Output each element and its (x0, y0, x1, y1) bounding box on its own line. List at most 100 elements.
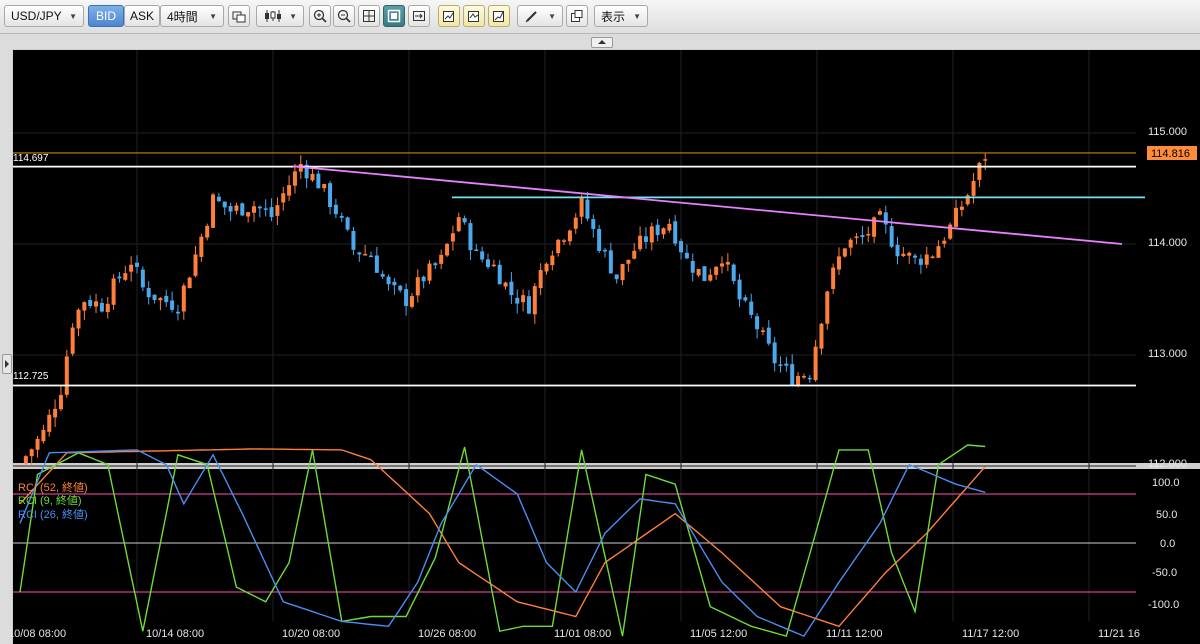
candle-body (23, 456, 28, 464)
candle-body (684, 252, 689, 259)
candle-body (292, 171, 297, 186)
zoom-in-button[interactable] (309, 5, 331, 27)
rci-legend: RCI (52, 終値) RCI (9, 終値) RCI (26, 終値) (18, 480, 88, 521)
side-panel-toggle[interactable] (2, 354, 12, 374)
candle-body (357, 252, 362, 255)
scroll-right-icon (413, 11, 425, 21)
price-tick: 113.000 (1148, 348, 1187, 360)
panel-toggle-button[interactable] (383, 5, 405, 27)
rci-legend-52: RCI (52, 終値) (18, 480, 88, 494)
candle-body (181, 285, 186, 312)
candle-body (152, 294, 157, 300)
drawing-tools-select[interactable]: ▼ (517, 5, 563, 27)
add-indicator-button[interactable] (438, 5, 460, 27)
candle-body (801, 375, 806, 378)
rci-tick: 0.0 (1160, 538, 1175, 550)
candle-body (737, 279, 742, 300)
candle-body (345, 217, 350, 230)
candle-body (772, 342, 777, 364)
candle-body (977, 162, 982, 180)
candle-body (696, 269, 701, 276)
candle-body (720, 263, 724, 267)
symbol-select[interactable]: USD/JPY ▼ (4, 5, 84, 27)
candle-body (959, 206, 964, 210)
candle-body (205, 225, 210, 238)
candle-body (702, 266, 707, 281)
candle-body (883, 212, 888, 225)
candle-body (164, 295, 169, 303)
candle-body (111, 278, 116, 305)
candle-body (661, 228, 666, 235)
candle-body (872, 217, 877, 237)
candle-body (562, 240, 567, 242)
rci-line (19, 449, 986, 637)
candle-body (88, 300, 93, 306)
time-label: 11/05 12:00 (690, 628, 747, 640)
candle-body (380, 274, 385, 277)
candle-body (240, 203, 245, 216)
candle-body (304, 164, 309, 179)
candle-body (573, 217, 578, 229)
candle-body (597, 229, 602, 251)
candle-body (363, 254, 368, 256)
indicator-settings-button[interactable] (463, 5, 485, 27)
candle-body (462, 218, 467, 223)
time-label: 10/20 08:00 (282, 628, 340, 640)
candle-body (626, 259, 631, 264)
bid-button[interactable]: BID (88, 5, 124, 27)
candle-body (918, 258, 923, 265)
time-label: 10/26 08:00 (418, 628, 476, 640)
oscillator-button[interactable] (488, 5, 510, 27)
candle-body (942, 240, 947, 244)
ask-button[interactable]: ASK (124, 5, 160, 27)
candle-body (544, 263, 549, 272)
candle-body (310, 173, 315, 181)
candle-body (538, 270, 543, 289)
candle-body (129, 264, 134, 272)
candle-body (825, 291, 830, 324)
candle-body (427, 263, 432, 281)
candle-body (82, 302, 87, 311)
candle-body (252, 206, 256, 213)
candle-body (585, 199, 590, 219)
candle-body (766, 327, 771, 344)
candle-body (503, 282, 508, 287)
candle-body (877, 211, 882, 215)
candle-body (614, 274, 619, 280)
candle-body (339, 215, 344, 218)
candle-body (257, 206, 262, 209)
candle-body (749, 301, 754, 315)
view-menu[interactable]: 表示 ▼ (594, 5, 648, 27)
candle-body (263, 208, 268, 210)
candle-body (491, 264, 496, 267)
candle-body (234, 205, 239, 211)
time-label: 11/21 16 (1098, 628, 1140, 640)
collapse-toolbar-button[interactable] (591, 37, 613, 48)
price-tick: 115.000 (1148, 126, 1187, 138)
compare-button[interactable] (228, 5, 250, 27)
candle-body (64, 356, 69, 395)
chart-type-select[interactable]: ▼ (256, 5, 304, 27)
trendline[interactable] (292, 165, 1123, 245)
price-axis (1136, 50, 1200, 463)
view-menu-label: 表示 (601, 9, 626, 24)
price-axis-labels: 115.000 114.000 113.000 112.000 (1148, 126, 1187, 470)
panel-icon (387, 9, 401, 23)
candle-body (848, 239, 853, 248)
scroll-end-button[interactable] (408, 5, 430, 27)
trend-chart-icon (493, 11, 504, 22)
fit-button[interactable] (358, 5, 380, 27)
candle-body (117, 276, 122, 279)
zoom-out-button[interactable] (333, 5, 355, 27)
current-price-badge (1147, 146, 1197, 160)
candle-body (936, 246, 941, 258)
candle-body (53, 408, 58, 418)
chevron-down-icon: ▼ (548, 11, 556, 21)
new-window-button[interactable] (566, 5, 588, 27)
timeframe-select[interactable]: 4時間 ▼ (160, 5, 224, 27)
candle-body (58, 395, 63, 410)
chevron-down-icon: ▼ (289, 11, 297, 21)
candle-body (392, 281, 397, 286)
candle-body (76, 309, 81, 329)
